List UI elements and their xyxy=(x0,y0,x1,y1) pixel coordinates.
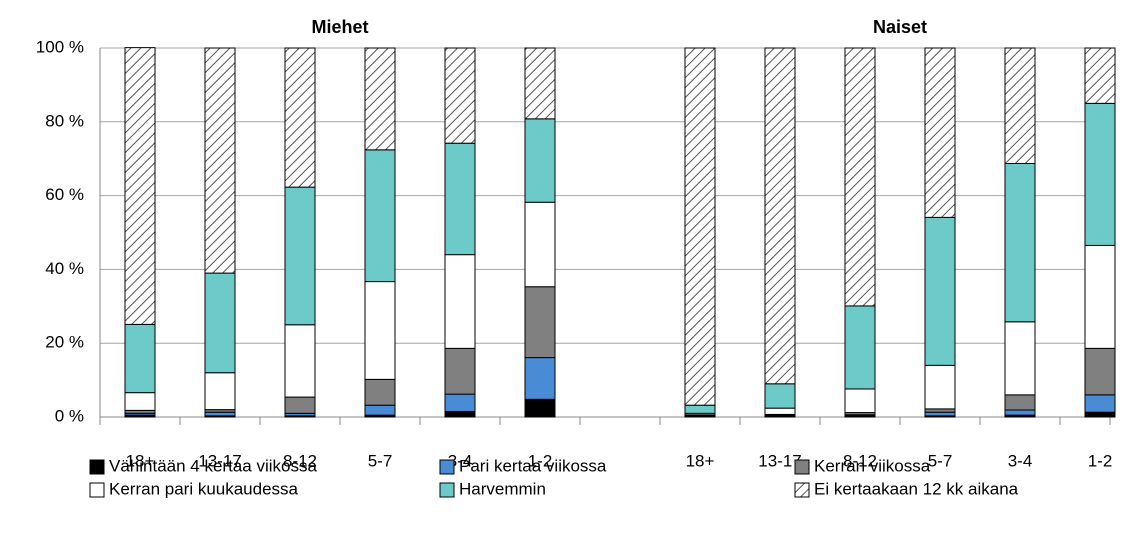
bar-segment xyxy=(764,407,796,415)
bar-segment xyxy=(444,347,476,395)
bar-segment xyxy=(364,281,396,380)
x-tick-label: 5-7 xyxy=(368,451,393,470)
bar-segment xyxy=(1084,102,1116,246)
bar-segment xyxy=(524,201,556,288)
legend-label: Pari kertaa viikossa xyxy=(459,456,607,475)
bar-segment xyxy=(924,216,956,366)
bar-segment xyxy=(764,383,796,409)
legend-label: Ei kertaakaan 12 kk aikana xyxy=(814,479,1019,498)
bar-segment xyxy=(844,388,876,414)
bar-segment xyxy=(1004,394,1036,411)
bar-segment xyxy=(284,47,316,188)
x-tick-label: 13-17 xyxy=(198,451,241,470)
group-title: Naiset xyxy=(873,17,927,37)
bar-segment xyxy=(444,142,476,256)
bar-segment xyxy=(924,47,956,218)
legend-swatch xyxy=(89,482,105,498)
legend-label: Kerran viikossa xyxy=(814,456,931,475)
y-tick-label: 20 % xyxy=(45,333,84,352)
y-tick-label: 0 % xyxy=(55,406,84,425)
x-tick-label: 18+ xyxy=(686,451,715,470)
legend-swatch xyxy=(439,482,455,498)
x-tick-label: 8-12 xyxy=(843,451,877,470)
x-tick-label: 3-4 xyxy=(1008,451,1033,470)
bar-segment xyxy=(1084,411,1116,418)
bar-segment xyxy=(844,47,876,307)
bar-segment xyxy=(444,47,476,144)
bar-segment xyxy=(364,378,396,406)
bar-segment xyxy=(684,47,716,406)
legend-swatch xyxy=(794,459,810,475)
bar-segment xyxy=(204,47,236,274)
x-tick-label: 13-17 xyxy=(758,451,801,470)
bar-segment xyxy=(364,47,396,151)
bar-segment xyxy=(204,272,236,374)
bar-segment xyxy=(364,404,396,416)
bar-segment xyxy=(1084,244,1116,349)
bar-segment xyxy=(1004,47,1036,164)
y-tick-label: 80 % xyxy=(45,111,84,130)
bar-segment xyxy=(444,254,476,349)
bar-segment xyxy=(124,392,156,411)
bar-segment xyxy=(284,396,316,414)
bar-segment xyxy=(1004,409,1036,416)
bar-segment xyxy=(764,47,796,385)
bar-segment xyxy=(124,323,156,394)
bar-segment xyxy=(284,324,316,398)
bar-segment xyxy=(844,305,876,390)
bar-segment xyxy=(444,410,476,418)
legend-label: Harvemmin xyxy=(459,479,546,498)
x-tick-label: 1-2 xyxy=(528,451,553,470)
bar-segment xyxy=(364,149,396,283)
bar-segment xyxy=(204,372,236,411)
bar-segment xyxy=(924,411,956,417)
bar-segment xyxy=(124,47,156,325)
bar-segment xyxy=(524,398,556,418)
legend-swatch xyxy=(439,459,455,475)
bar-segment xyxy=(524,118,556,203)
bar-segment xyxy=(444,393,476,412)
bar-segment xyxy=(924,364,956,410)
bar-segment xyxy=(1004,162,1036,323)
bar-segment xyxy=(684,404,716,414)
x-tick-label: 1-2 xyxy=(1088,451,1113,470)
group-title: Miehet xyxy=(311,17,368,37)
bar-segment xyxy=(1084,47,1116,104)
legend-label: Vähintään 4 kertaa viikossa xyxy=(109,456,317,475)
x-tick-label: 8-12 xyxy=(283,451,317,470)
y-tick-label: 60 % xyxy=(45,185,84,204)
bar-segment xyxy=(1084,394,1116,413)
bar-segment xyxy=(524,286,556,359)
bar-segment xyxy=(284,186,316,326)
y-tick-label: 40 % xyxy=(45,259,84,278)
legend-swatch xyxy=(794,482,810,498)
bar-segment xyxy=(204,411,236,417)
y-tick-label: 100 % xyxy=(36,37,84,56)
bar-segment xyxy=(1004,321,1036,396)
legend-swatch xyxy=(89,459,105,475)
bar-segment xyxy=(524,47,556,120)
x-tick-label: 5-7 xyxy=(928,451,953,470)
x-tick-label: 18+ xyxy=(126,451,155,470)
bar-segment xyxy=(524,357,556,400)
bar-segment xyxy=(1084,347,1116,396)
legend-label: Kerran pari kuukaudessa xyxy=(109,479,299,498)
